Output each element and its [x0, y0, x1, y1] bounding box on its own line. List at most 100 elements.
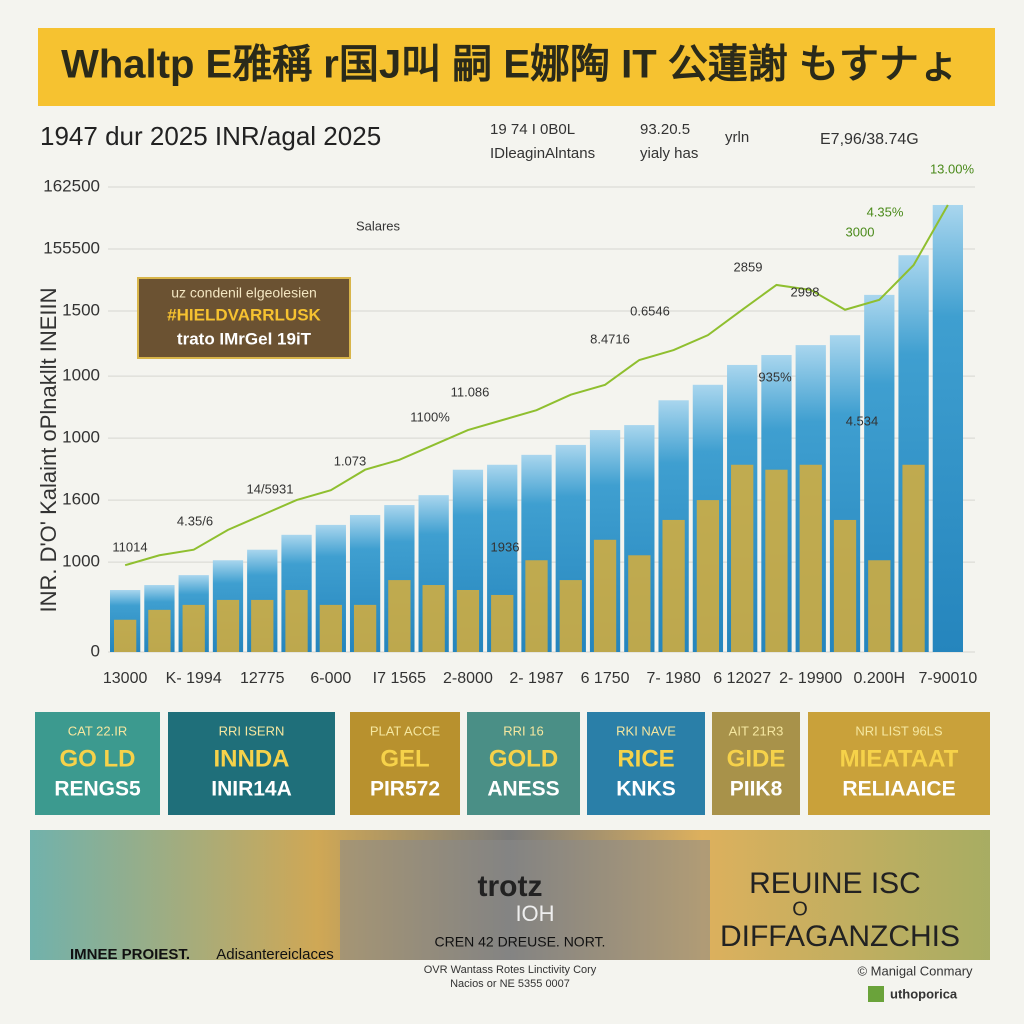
- bar: [182, 604, 205, 652]
- y-tick-label: 1000: [62, 366, 100, 385]
- x-tick-label: K- 1994: [166, 670, 222, 687]
- footer-text: © Manigal Conmary: [857, 963, 973, 978]
- bar: [765, 469, 788, 652]
- bar: [662, 519, 685, 652]
- card-sub: PIR572: [370, 778, 440, 801]
- bar: [148, 609, 171, 652]
- brand-icon: [868, 986, 884, 1002]
- annotation: 4.35%: [867, 204, 904, 219]
- card-sub: PIIK8: [730, 778, 783, 801]
- card-sub: RENGS5: [54, 778, 141, 801]
- legend-text: IDleaginAlntans: [490, 145, 595, 162]
- footer-text: trotz: [478, 870, 543, 903]
- y-tick-label: 1000: [62, 552, 100, 571]
- card: [350, 712, 460, 815]
- x-tick-label: 7- 1980: [646, 670, 700, 687]
- footer-text: CREN 42 DREUSE. NORT.: [435, 934, 606, 950]
- x-tick-label: 6 1750: [581, 670, 630, 687]
- card: [35, 712, 160, 815]
- x-tick-label: I7 1565: [373, 670, 426, 687]
- y-tick-label: 0: [91, 641, 100, 660]
- annotation: 935%: [758, 369, 792, 384]
- bar: [491, 594, 514, 652]
- footer-text: Adisantereiclaces: [216, 946, 334, 963]
- annotation: 2859: [734, 259, 763, 274]
- annotation: 4.35/6: [177, 513, 213, 528]
- callout-text: uz condenil elgeolesien: [171, 285, 317, 301]
- bar: [422, 585, 445, 652]
- x-tick-label: 0.200H: [854, 670, 906, 687]
- card: [808, 712, 990, 815]
- annotation: 13.00%: [930, 161, 975, 176]
- card-top: NRI LIST 96LS: [855, 723, 943, 738]
- card-main: GOLD: [489, 745, 558, 772]
- title-banner: [38, 28, 995, 106]
- card-sub: KNKS: [616, 778, 676, 801]
- card-sub: INIR14A: [211, 778, 292, 801]
- annotation: Salares: [356, 218, 401, 233]
- card-main: RICE: [617, 745, 674, 772]
- legend-text: yrln: [725, 129, 749, 146]
- card-main: GEL: [380, 745, 429, 772]
- legend-text: E7,96/38.74G: [820, 131, 919, 148]
- card-top: CAT 22.IR: [68, 723, 127, 738]
- y-tick-label: 1000: [62, 428, 100, 447]
- card: [467, 712, 580, 815]
- bar: [456, 590, 480, 652]
- bar: [799, 464, 822, 652]
- y-tick-label: 1600: [62, 490, 100, 509]
- card-top: RKI NAVE: [616, 723, 676, 738]
- callout-box: [137, 277, 351, 359]
- legend-text: yialy has: [640, 145, 698, 162]
- line: [124, 204, 949, 567]
- plot: 0 1000 1600 1000 1000 1500 155500 162500 13000 K-…: [43, 161, 977, 687]
- bar: [731, 464, 754, 652]
- cards: CAT 22.IR GO LD RENGS5 RRI ISERN INNDA INIR14…: [35, 712, 990, 815]
- x-tick-label: 2- 1987: [509, 670, 563, 687]
- bar: [525, 560, 548, 652]
- footer-text: O: [792, 898, 808, 920]
- card-main: INNDA: [214, 745, 290, 772]
- bar: [902, 464, 925, 652]
- card-top: PLAT ACCE: [370, 723, 441, 738]
- annotation: 0.6546: [630, 303, 670, 318]
- bar: [932, 204, 963, 653]
- footer-text: IOH: [515, 901, 554, 926]
- card-sub: RELIAAICE: [842, 778, 955, 801]
- card: [712, 712, 800, 815]
- y-tick-label: 162500: [43, 176, 100, 195]
- legend-text: 19 74 I 0B0L: [490, 121, 575, 138]
- annotation: 2998: [791, 284, 820, 299]
- bar: [388, 580, 411, 652]
- card-main: GO LD: [60, 745, 136, 772]
- y-axis-label: INR. D'O' Kalaint oPlnakllt INEIIN: [36, 287, 61, 612]
- annotation: 11.086: [451, 384, 490, 399]
- annotation: 11014: [112, 539, 147, 554]
- bar: [868, 560, 891, 652]
- footer-text: OVR Wantass Rotes Linctivity Cory: [424, 964, 597, 976]
- bar: [628, 555, 651, 652]
- annotation: 3000: [846, 224, 875, 239]
- card-sub: ANESS: [487, 778, 559, 801]
- x-tick-label: 6-000: [310, 670, 351, 687]
- callout-text: #HIELDVARRLUSK: [167, 305, 321, 324]
- bar: [696, 500, 720, 652]
- card-top: AIT 21R3: [729, 723, 784, 738]
- footer-text: DIFFAGANZCHIS: [720, 920, 960, 953]
- callout-text: trato IMrGel 19iT: [177, 329, 312, 348]
- card: [168, 712, 335, 815]
- card-main: GIDE: [727, 745, 786, 772]
- bar: [114, 619, 137, 652]
- bar: [319, 604, 342, 652]
- annotation: 1.073: [334, 453, 367, 468]
- card-top: RRI ISERN: [219, 723, 285, 738]
- x-tick-label: 2-8000: [443, 670, 493, 687]
- bar: [251, 599, 274, 652]
- x-tick-label: 7-90010: [919, 670, 978, 687]
- legend-text: 93.20.5: [640, 121, 690, 138]
- grass-shade: [340, 840, 710, 960]
- x-tick-label: 13000: [103, 670, 148, 687]
- bar: [593, 539, 617, 652]
- annotation: 1936: [491, 539, 520, 554]
